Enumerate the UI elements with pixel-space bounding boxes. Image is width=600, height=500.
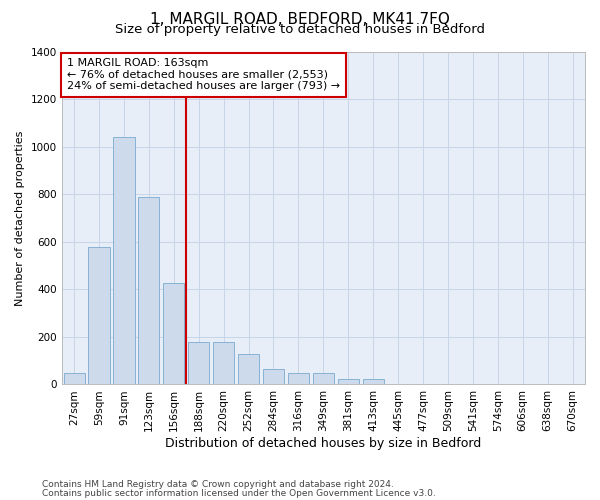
Bar xyxy=(338,378,359,384)
Y-axis label: Number of detached properties: Number of detached properties xyxy=(15,130,25,306)
Bar xyxy=(163,282,184,384)
Bar xyxy=(88,247,110,384)
Bar xyxy=(238,354,259,384)
X-axis label: Distribution of detached houses by size in Bedford: Distribution of detached houses by size … xyxy=(165,437,481,450)
Text: Contains public sector information licensed under the Open Government Licence v3: Contains public sector information licen… xyxy=(42,489,436,498)
Bar xyxy=(213,342,234,384)
Bar xyxy=(313,373,334,384)
Bar xyxy=(188,342,209,384)
Bar xyxy=(113,136,134,384)
Bar xyxy=(362,379,384,384)
Bar xyxy=(263,369,284,384)
Text: Size of property relative to detached houses in Bedford: Size of property relative to detached ho… xyxy=(115,22,485,36)
Text: Contains HM Land Registry data © Crown copyright and database right 2024.: Contains HM Land Registry data © Crown c… xyxy=(42,480,394,489)
Text: 1 MARGIL ROAD: 163sqm
← 76% of detached houses are smaller (2,553)
24% of semi-d: 1 MARGIL ROAD: 163sqm ← 76% of detached … xyxy=(67,58,340,92)
Bar xyxy=(288,373,309,384)
Text: 1, MARGIL ROAD, BEDFORD, MK41 7FQ: 1, MARGIL ROAD, BEDFORD, MK41 7FQ xyxy=(150,12,450,28)
Bar xyxy=(64,373,85,384)
Bar xyxy=(138,196,160,384)
